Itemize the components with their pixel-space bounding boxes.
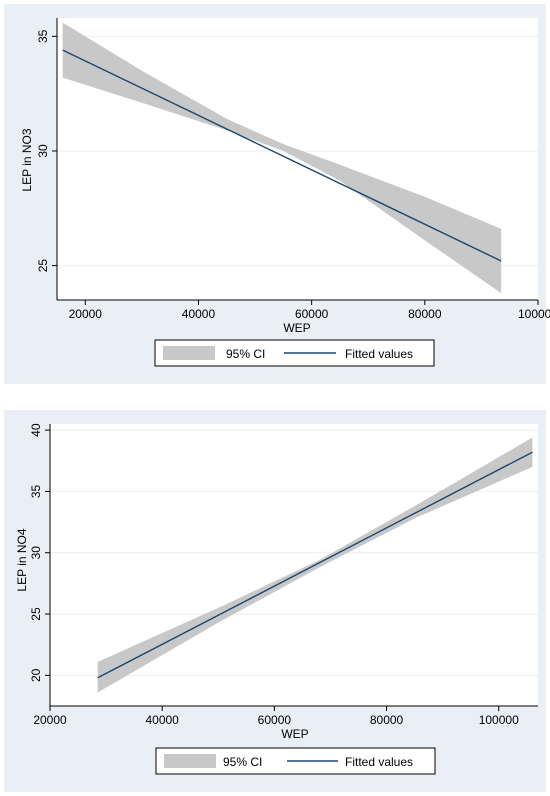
ci-band-layer — [62, 22, 502, 294]
x-tick-label: 20000 — [33, 713, 67, 727]
y-axis-label: LEP in NO4 — [15, 528, 29, 591]
x-tick-label: 60000 — [295, 307, 329, 321]
y-tick-label: 35 — [29, 484, 43, 498]
x-tick-label: 80000 — [408, 307, 442, 321]
x-tick-label: 100000 — [518, 307, 550, 321]
legend-ci-swatch — [164, 754, 216, 768]
chart-panel-no4: 20 25 30 35 40 20000 40000 60000 80000 100000 WEP… — [4, 410, 546, 792]
chart-panel-no3: 25 30 35 20000 40000 60000 80000 100000 WEP LEP… — [4, 4, 550, 384]
y-tick-label: 25 — [36, 259, 50, 273]
fitted-line-layer — [97, 451, 533, 679]
gridlines — [50, 429, 538, 676]
legend-ci-label: 95% CI — [223, 755, 262, 769]
x-tick-label: 40000 — [145, 713, 179, 727]
legend: 95% CI Fitted values — [155, 747, 436, 775]
legend-fit-label: Fitted values — [345, 347, 413, 361]
x-axis-label: WEP — [281, 727, 308, 741]
y-tick-label: 30 — [29, 546, 43, 560]
x-tick-label: 100000 — [479, 713, 519, 727]
fitted-line-layer — [62, 49, 502, 262]
x-axis-label: WEP — [283, 321, 310, 335]
y-axis-label: LEP in NO3 — [20, 128, 34, 191]
legend-ci-swatch — [163, 346, 215, 360]
y-tick-label: 40 — [29, 423, 43, 437]
legend: 95% CI Fitted values — [154, 339, 435, 367]
x-tick-label: 40000 — [182, 307, 216, 321]
ci-band — [62, 22, 502, 294]
x-tick-label: 80000 — [370, 713, 404, 727]
y-tick-label: 25 — [29, 607, 43, 621]
fitted-line — [62, 49, 502, 262]
x-tick-label: 20000 — [69, 307, 103, 321]
legend-fit-label: Fitted values — [345, 755, 413, 769]
y-tick-label: 20 — [29, 668, 43, 682]
axes: 25 30 35 20000 40000 60000 80000 100000 — [36, 18, 550, 321]
x-tick-label: 60000 — [258, 713, 292, 727]
axes: 20 25 30 35 40 20000 40000 60000 80000 100000 — [29, 423, 538, 727]
legend-ci-label: 95% CI — [226, 347, 265, 361]
y-tick-label: 35 — [36, 29, 50, 43]
y-tick-label: 30 — [36, 144, 50, 158]
fitted-line — [97, 451, 533, 679]
